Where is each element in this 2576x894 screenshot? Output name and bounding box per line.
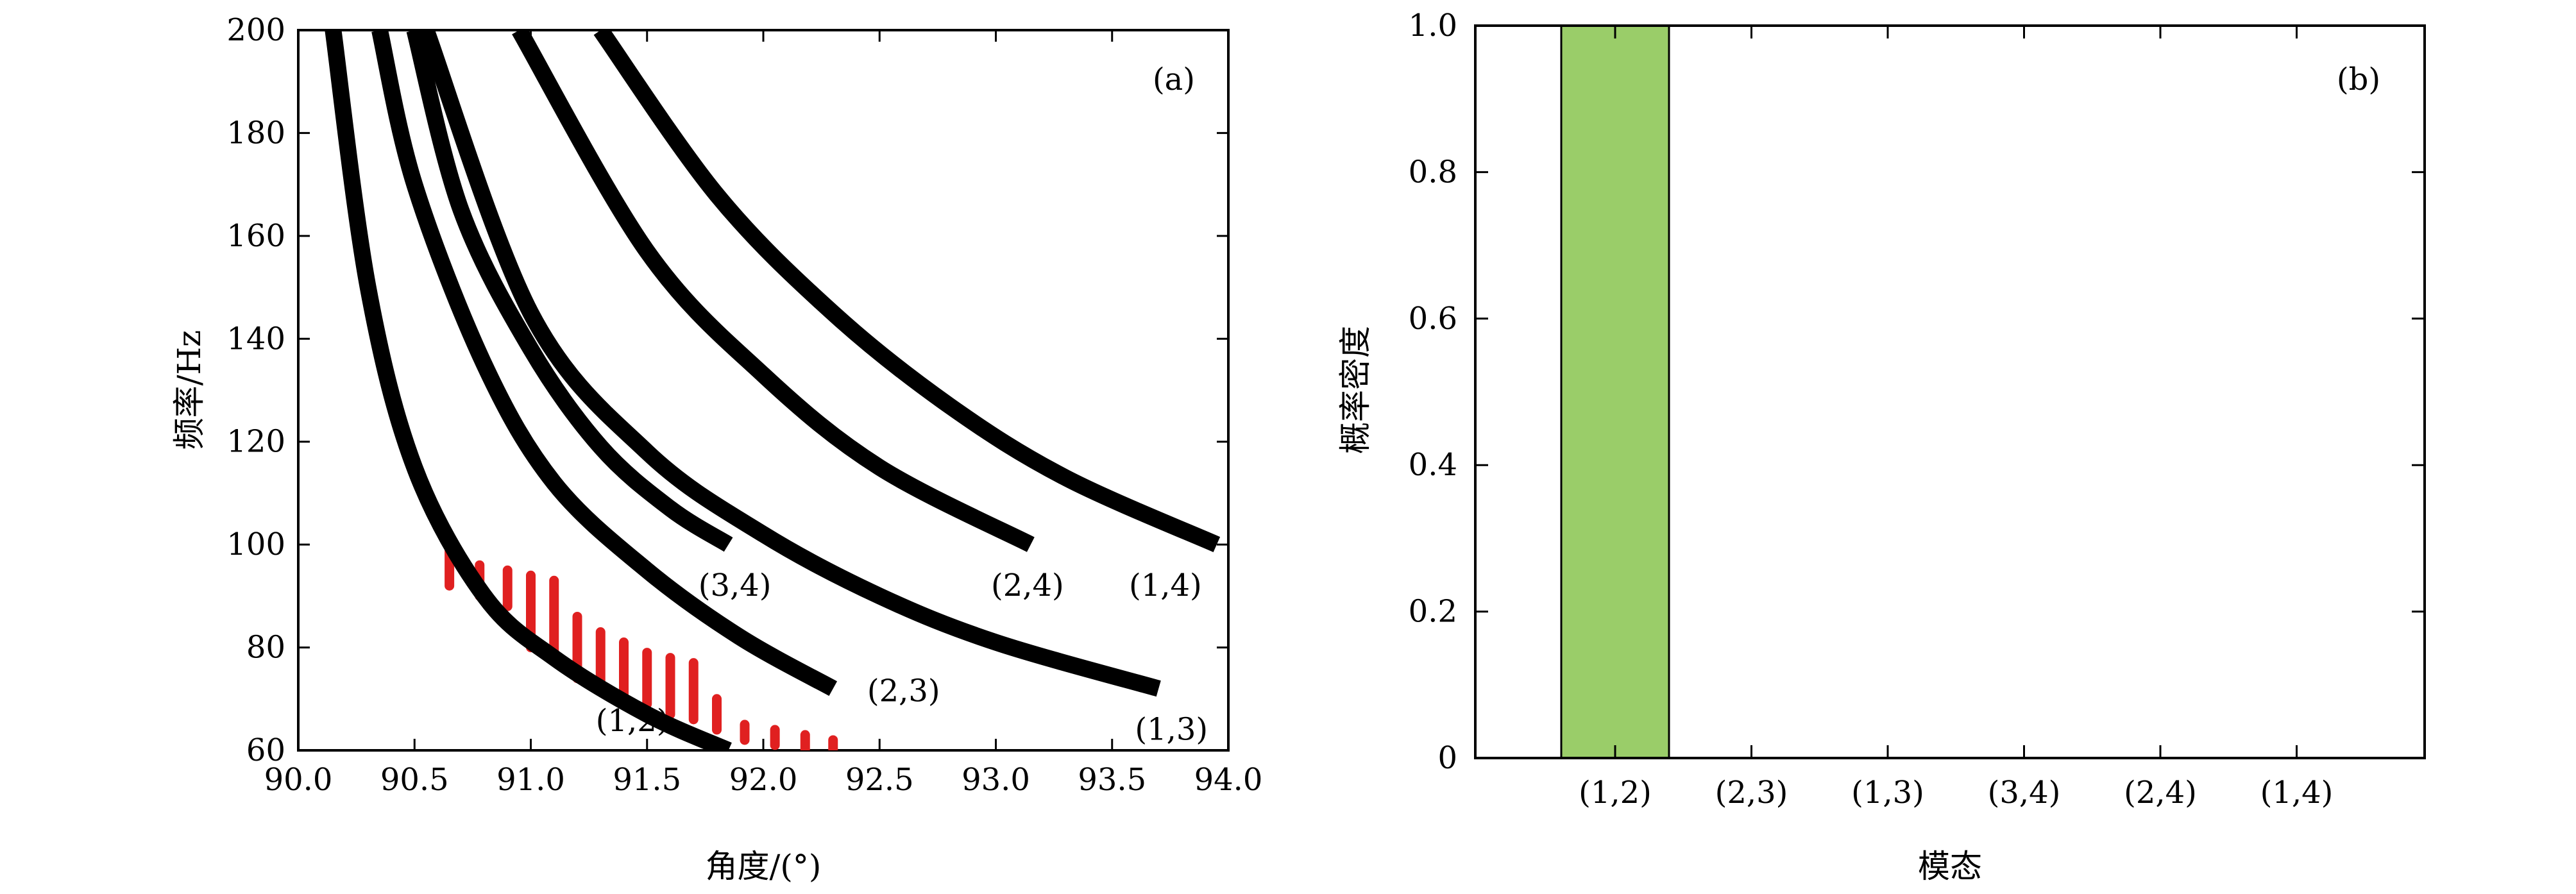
mode-label-14: (1,4) <box>1129 568 1202 603</box>
x-tick-label: 92.5 <box>845 762 914 798</box>
category-label-13: (1,3) <box>1851 775 1924 811</box>
y-tick-label: 100 <box>226 527 285 562</box>
y-tick-label: 0.8 <box>1409 154 1457 190</box>
y-tick-label: 80 <box>246 630 285 666</box>
mode-label-34: (3,4) <box>699 568 772 603</box>
category-label-23: (2,3) <box>1715 775 1788 811</box>
y-tick-label: 0.4 <box>1409 447 1457 483</box>
y-tick-label: 160 <box>226 218 285 254</box>
curves-group <box>325 30 1221 750</box>
bars-group <box>1560 24 1670 759</box>
y-tick-label: 60 <box>246 732 285 768</box>
x-tick-label: 94.0 <box>1194 762 1263 798</box>
mode-label-23: (2,3) <box>867 673 940 709</box>
category-label-34: (3,4) <box>1988 775 2061 811</box>
panel-a: 90.0 90.5 91.0 91.5 92.0 92.5 93.0 93.5 94.0 60 80… <box>171 12 1262 885</box>
category-label-12: (1,2) <box>1579 775 1652 811</box>
y-tick-label: 180 <box>226 115 285 151</box>
panel-b-ticks <box>1475 24 2425 759</box>
panel-b-tick-labels: 0 0.2 0.4 0.6 0.8 1.0 (1,2) (2,3) (1,3) (3,4) (2,4… <box>1409 8 2334 811</box>
y-tick-label: 120 <box>226 424 285 460</box>
y-tick-label: 140 <box>226 321 285 357</box>
mode-label-24: (2,4) <box>991 568 1064 603</box>
curve-34 <box>406 30 733 552</box>
curve-14 <box>593 30 1221 553</box>
panel-b: 0 0.2 0.4 0.6 0.8 1.0 (1,2) (2,3) (1,3) (3,4) (2,4… <box>1337 8 2426 885</box>
panel-b-x-axis-title: 模态 <box>1918 848 1982 885</box>
y-tick-label: 0.2 <box>1409 594 1457 630</box>
x-tick-label: 91.5 <box>613 762 681 798</box>
curve-24 <box>512 30 1035 552</box>
mode-labels-group: (1,2) (2,3) (1,3) (3,4) (2,4) (1,4) <box>596 568 1208 748</box>
curve-12 <box>325 30 732 750</box>
y-tick-label: 1.0 <box>1409 8 1457 44</box>
category-label-24: (2,4) <box>2124 775 2197 811</box>
mode-label-12: (1,2) <box>596 703 669 739</box>
panel-b-y-axis-title: 概率密度 <box>1337 326 1374 454</box>
curve-13 <box>418 30 1161 697</box>
category-label-14: (1,4) <box>2260 775 2334 811</box>
panel-a-y-axis-title: 频率/Hz <box>171 330 208 450</box>
panel-a-tick-labels: 90.0 90.5 91.0 91.5 92.0 92.5 93.0 93.5 94.0 60 80… <box>226 12 1262 798</box>
x-tick-label: 90.0 <box>264 762 333 798</box>
panel-a-ticks <box>297 29 1230 752</box>
x-tick-label: 92.0 <box>729 762 798 798</box>
x-tick-label: 90.5 <box>380 762 449 798</box>
panel-b-tag: (b) <box>2337 62 2380 97</box>
mode-label-13: (1,3) <box>1135 712 1208 748</box>
panel-a-x-axis-title: 角度/(°) <box>706 848 822 885</box>
x-tick-label: 93.5 <box>1078 762 1146 798</box>
y-tick-label: 200 <box>226 12 285 48</box>
curve-23 <box>371 30 838 696</box>
panel-a-tag: (a) <box>1153 62 1195 97</box>
x-tick-label: 91.0 <box>496 762 565 798</box>
y-tick-label: 0.6 <box>1409 301 1457 337</box>
x-tick-label: 93.0 <box>962 762 1030 798</box>
y-tick-label: 0 <box>1437 740 1457 776</box>
panel-b-frame <box>1474 24 2426 759</box>
bar-12 <box>1560 24 1670 759</box>
